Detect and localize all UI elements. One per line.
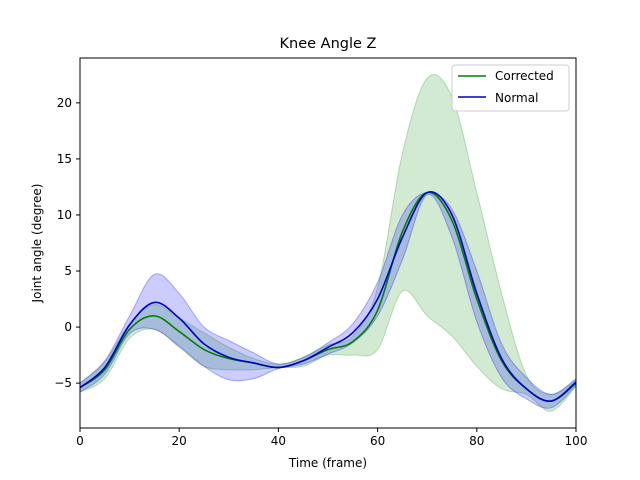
y-tick-label: 5 <box>64 264 72 278</box>
y-tick-label: −5 <box>54 376 72 390</box>
plot-frame <box>79 57 577 429</box>
legend: Corrected Normal <box>451 64 570 112</box>
y-axis-label: Joint angle (degree) <box>30 184 44 304</box>
legend-label-normal: Normal <box>495 91 538 105</box>
series-lines <box>80 190 576 402</box>
x-axis: 0 20 40 60 80 100 <box>76 428 587 448</box>
x-axis-label: Time (frame) <box>288 456 367 470</box>
y-tick-label: 20 <box>57 96 72 110</box>
chart-title: Knee Angle Z <box>280 36 377 52</box>
line-corrected <box>80 191 576 402</box>
legend-label-corrected: Corrected <box>495 69 554 83</box>
x-tick-label: 60 <box>370 434 385 448</box>
y-axis: −5 0 5 10 15 20 <box>54 96 80 390</box>
y-tick-label: 10 <box>57 208 72 222</box>
y-tick-label: 0 <box>64 320 72 334</box>
y-tick-label: 15 <box>57 152 72 166</box>
x-tick-label: 20 <box>172 434 187 448</box>
x-tick-label: 80 <box>469 434 484 448</box>
x-tick-label: 0 <box>76 434 84 448</box>
x-tick-label: 40 <box>271 434 286 448</box>
band-normal <box>80 191 576 409</box>
confidence-bands <box>80 74 576 412</box>
line-normal <box>80 190 576 402</box>
x-tick-label: 100 <box>565 434 588 448</box>
band-corrected <box>80 74 576 412</box>
